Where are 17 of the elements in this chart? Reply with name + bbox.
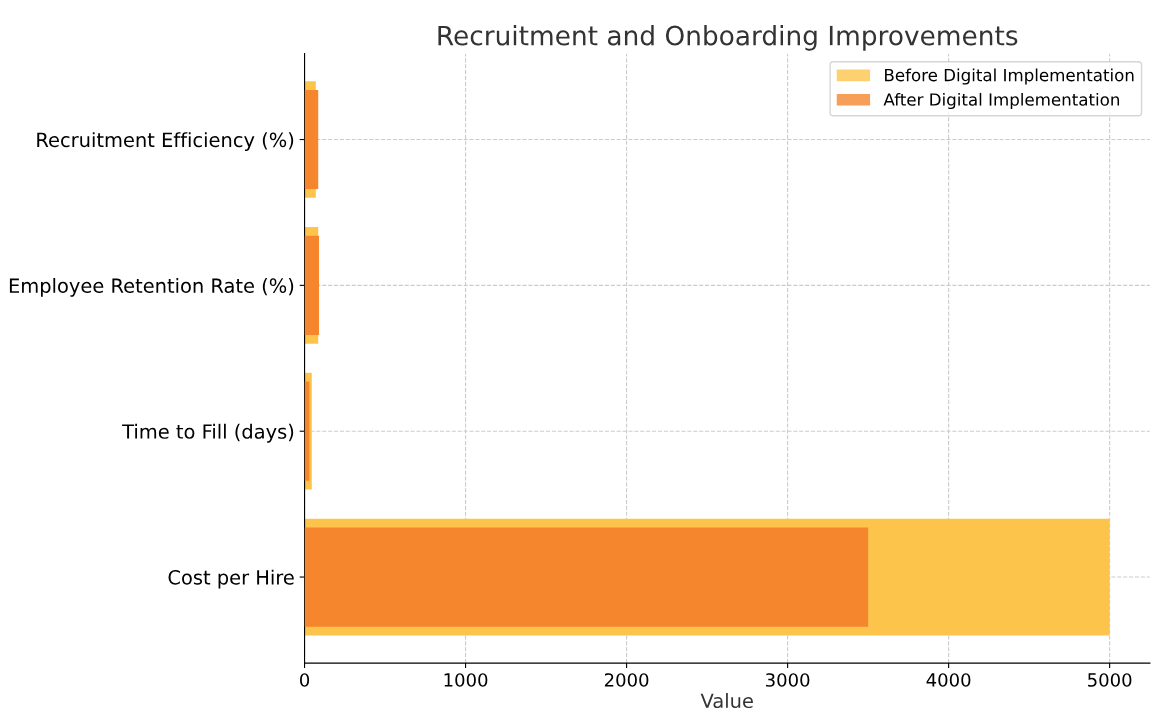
y-tick-label: Recruitment Efficiency (%) bbox=[37, 132, 294, 151]
chart-title: Recruitment and Onboarding Improvements bbox=[438, 25, 1018, 51]
x-tick-label: 3000 bbox=[766, 673, 810, 687]
y-tick-label: Cost per Hire bbox=[168, 569, 294, 589]
bar bbox=[304, 89, 319, 190]
x-tick-label: 5000 bbox=[1088, 673, 1132, 687]
x-tick-label: 0 bbox=[300, 673, 310, 687]
x-axis-title: Value bbox=[700, 693, 753, 709]
legend-label: After Digital Implementation bbox=[883, 92, 1120, 110]
y-tick-label: Employee Retention Rate (%) bbox=[9, 277, 294, 297]
x-tick-label: 4000 bbox=[926, 673, 971, 687]
x-tick-label: 1000 bbox=[444, 673, 488, 687]
y-tick-label: Time to Fill (days) bbox=[122, 423, 294, 443]
legend-label: Before Digital Implementation bbox=[885, 68, 1134, 85]
bar bbox=[304, 527, 869, 627]
x-tick-label: 2000 bbox=[604, 673, 649, 687]
bar bbox=[304, 235, 320, 335]
